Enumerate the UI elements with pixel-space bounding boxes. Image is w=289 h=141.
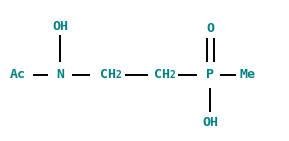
Text: N: N (56, 69, 64, 81)
Text: O: O (206, 21, 214, 35)
Text: 2: 2 (169, 70, 175, 80)
Text: CH: CH (100, 69, 116, 81)
Text: CH: CH (154, 69, 170, 81)
Text: Ac: Ac (10, 69, 26, 81)
Text: Me: Me (240, 69, 256, 81)
Text: P: P (206, 69, 214, 81)
Text: 2: 2 (115, 70, 121, 80)
Text: OH: OH (52, 19, 68, 32)
Text: OH: OH (202, 115, 218, 128)
